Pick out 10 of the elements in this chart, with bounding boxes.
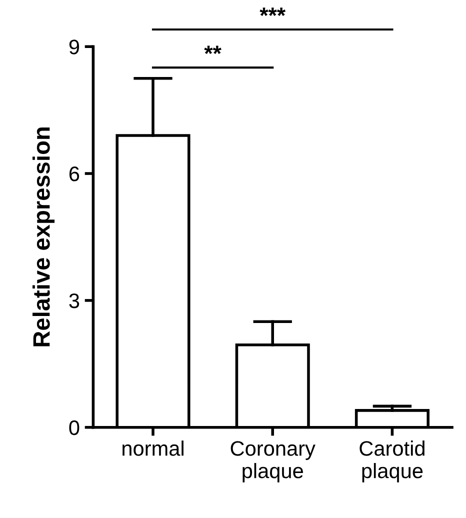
y-tick-label: 3 bbox=[69, 293, 80, 308]
y-tick-label: 6 bbox=[69, 166, 80, 182]
x-tick-label: normal bbox=[122, 440, 184, 456]
text: *** bbox=[260, 8, 286, 16]
x-tick-label: Carotid plaque bbox=[360, 440, 424, 482]
y-tick-label: 9 bbox=[69, 40, 80, 54]
x-tick-label: Coronary plaque bbox=[230, 441, 316, 482]
annotation: ** bbox=[204, 46, 222, 54]
y-tick-label: 0 bbox=[69, 420, 80, 436]
y-axis-title: Relative expression bbox=[32, 128, 55, 346]
